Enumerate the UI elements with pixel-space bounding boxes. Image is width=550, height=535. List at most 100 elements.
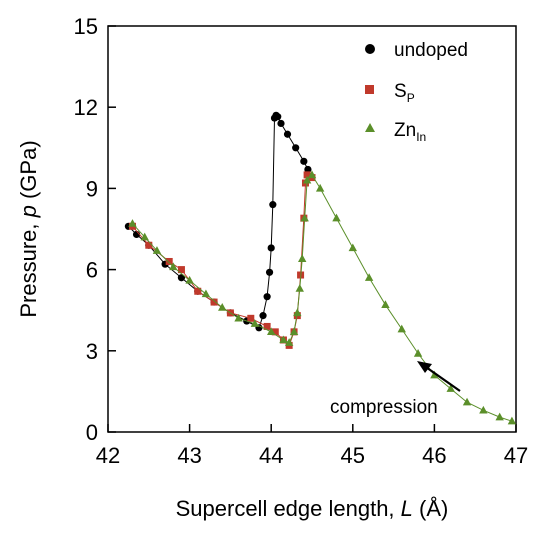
legend-label-zn-sub: In [416,130,426,144]
y-tick-label: 9 [86,176,98,201]
data-point-undoped [283,130,292,138]
series-undoped [124,111,312,332]
data-point-zn [430,370,439,379]
data-point-zn [201,289,211,298]
legend-label-zn-main: Zn [394,120,416,141]
data-point-s [145,241,153,249]
x-axis-title: Supercell edge length, L (Å) [176,496,449,521]
x-tick-label: 44 [259,443,283,468]
data-point-zn [348,243,357,252]
y-axis-title-unit: (GPa) [16,140,41,205]
data-point-s [247,314,255,322]
data-point-zn [397,324,406,333]
data-point-zn [128,219,137,227]
data-point-zn [293,308,302,317]
data-point-zn [295,284,304,292]
data-point-zn [284,338,294,346]
legend-label-undoped: undoped [394,40,468,61]
series-layer [124,111,517,425]
legend-item-sp: SP [365,81,415,105]
y-tick-label: 15 [74,14,98,39]
data-point-zn [302,175,312,184]
y-tick-label: 0 [86,420,98,445]
series-s [128,171,316,349]
legend-marker-zn [365,123,375,132]
data-point-undoped [267,244,275,252]
data-point-undoped [269,201,277,209]
y-tick-label: 6 [86,258,98,283]
x-tick-label: 46 [422,443,446,468]
x-axis-title-var: L [401,496,413,521]
data-point-zn [152,246,162,254]
data-point-s [177,266,185,274]
y-axis-ticks: 0 3 6 9 12 15 [74,14,116,445]
legend-label-sp-main: S [394,81,407,102]
series-line-s [132,174,313,347]
data-point-zn [300,213,309,222]
data-point-s [210,298,218,306]
data-point-zn [279,335,288,344]
data-point-undoped [300,157,308,165]
y-tick-label: 12 [74,95,98,120]
data-point-zn [507,416,517,425]
data-point-zn [413,349,423,357]
y-axis-title-prefix: Pressure, [16,217,41,317]
data-point-s [165,257,173,265]
data-point-zn [250,319,260,327]
legend-marker-undoped [365,44,375,54]
data-point-s [194,287,202,295]
compression-label: compression [330,397,438,418]
legend-label-sp-sub: P [407,91,415,105]
legend-item-undoped: undoped [365,40,468,61]
x-tick-label: 47 [504,443,528,468]
data-point-zn [315,183,325,192]
data-point-undoped [277,119,285,128]
data-point-zn [298,254,307,262]
data-point-zn [381,300,390,308]
data-point-zn [446,384,455,392]
data-point-undoped [263,293,271,301]
data-point-undoped [265,268,274,276]
series-line-zn [132,174,513,422]
compression-arrow [422,364,461,392]
data-point-zn [140,232,149,241]
data-point-zn [479,405,488,414]
data-point-undoped [274,113,282,121]
data-point-zn [234,313,243,322]
x-tick-label: 42 [96,443,120,468]
x-axis-ticks: 42 43 44 45 46 47 [96,424,528,468]
data-point-s [303,171,311,179]
data-point-zn [364,273,374,281]
plot-frame [107,25,517,433]
series-zn [128,170,517,425]
x-axis-title-unit: (Å) [413,496,448,521]
legend: undoped SP ZnIn [365,40,468,144]
data-point-zn [185,275,194,284]
legend-label-sp: SP [394,81,415,105]
data-point-undoped [259,312,267,320]
data-point-zn [218,302,227,311]
data-point-zn [332,213,341,222]
data-point-undoped [292,144,300,152]
series-line-undoped [128,114,309,329]
x-axis-title-prefix: Supercell edge length, [176,496,401,521]
data-point-undoped [304,165,312,174]
y-axis-title: Pressure, p (GPa) [16,140,41,317]
compression-annotation: compression [330,361,461,418]
legend-item-zn: ZnIn [365,120,426,144]
data-point-zn [307,170,317,179]
data-point-zn [495,412,504,421]
x-tick-label: 45 [341,443,365,468]
data-point-undoped [177,274,186,282]
y-tick-label: 3 [86,339,98,364]
data-point-zn [289,327,299,336]
data-point-s [263,322,271,330]
legend-marker-sp [365,85,374,94]
legend-label-zn: ZnIn [394,120,426,144]
y-axis-title-var: p [16,205,41,218]
data-point-zn [267,327,276,336]
data-point-s [271,328,279,336]
x-tick-label: 43 [177,443,201,468]
compression-arrowhead [417,361,432,373]
